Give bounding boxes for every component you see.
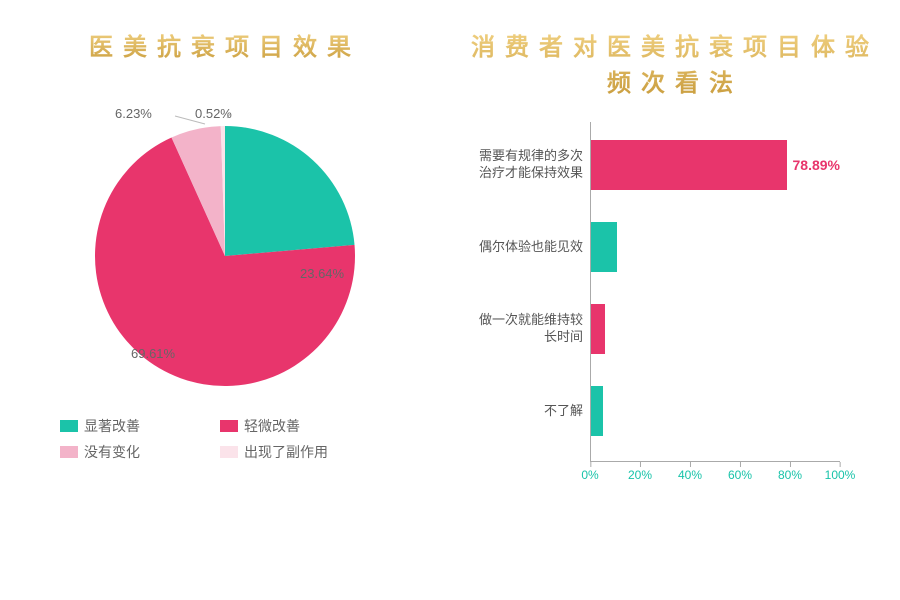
bar-row-label: 不了解 (477, 403, 591, 420)
bar-row-label: 偶尔体验也能见效 (477, 239, 591, 256)
pie-chart: 23.64% 69.61% 6.23% 0.52% (75, 96, 375, 396)
legend-label-1: 轻微改善 (244, 416, 300, 436)
bar-row: 偶尔体验也能见效 (591, 222, 840, 272)
x-tick: 40% (678, 468, 702, 482)
pie-title: 医美抗衰项目效果 (20, 30, 430, 66)
x-tick: 60% (728, 468, 752, 482)
legend-label-2: 没有变化 (84, 442, 140, 462)
x-tick: 0% (581, 468, 598, 482)
legend-swatch-2 (60, 446, 78, 458)
bar-chart: 需要有规律的多次治疗才能保持效果78.89%偶尔体验也能见效做一次就能维持较长时… (470, 122, 880, 502)
x-tick: 100% (825, 468, 856, 482)
bar-fill (591, 304, 605, 354)
bar-title: 消费者对医美抗衰项目体验频次看法 (470, 30, 880, 102)
legend-item-0: 显著改善 (60, 416, 200, 436)
bar-row-label: 需要有规律的多次治疗才能保持效果 (477, 148, 591, 182)
bar-fill (591, 140, 787, 190)
bar-x-axis: 0%20%40%60%80%100% (590, 462, 840, 492)
pie-svg (75, 96, 375, 396)
legend-item-3: 出现了副作用 (220, 442, 360, 462)
x-tick: 20% (628, 468, 652, 482)
bar-row-label: 做一次就能维持较长时间 (477, 312, 591, 346)
legend-item-2: 没有变化 (60, 442, 200, 462)
bar-row: 做一次就能维持较长时间 (591, 304, 840, 354)
pie-slice-1-percent: 69.61% (131, 346, 175, 361)
bar-fill (591, 222, 617, 272)
pie-panel: 医美抗衰项目效果 23.64% 69.61% 6.23% 0.52% 显著改善 … (0, 0, 450, 600)
legend-item-1: 轻微改善 (220, 416, 360, 436)
x-tick: 80% (778, 468, 802, 482)
legend-label-0: 显著改善 (84, 416, 140, 436)
bar-fill (591, 386, 603, 436)
pie-slice-3-percent: 0.52% (195, 106, 232, 121)
pie-slice-2-percent: 6.23% (115, 106, 152, 121)
bar-value-label: 78.89% (793, 157, 840, 173)
pie-slice-0-percent: 23.64% (300, 266, 344, 281)
pie-legend: 显著改善 轻微改善 没有变化 出现了副作用 (20, 416, 430, 462)
legend-swatch-0 (60, 420, 78, 432)
bar-row: 不了解 (591, 386, 840, 436)
legend-label-3: 出现了副作用 (244, 442, 328, 462)
legend-swatch-1 (220, 420, 238, 432)
bar-plot-area: 需要有规律的多次治疗才能保持效果78.89% 偶尔体验也能见效做一次就能维持较长时… (590, 122, 840, 462)
legend-swatch-3 (220, 446, 238, 458)
bar-panel: 消费者对医美抗衰项目体验频次看法 需要有规律的多次治疗才能保持效果78.89%偶… (450, 0, 900, 600)
bar-row: 需要有规律的多次治疗才能保持效果78.89% (591, 140, 840, 190)
